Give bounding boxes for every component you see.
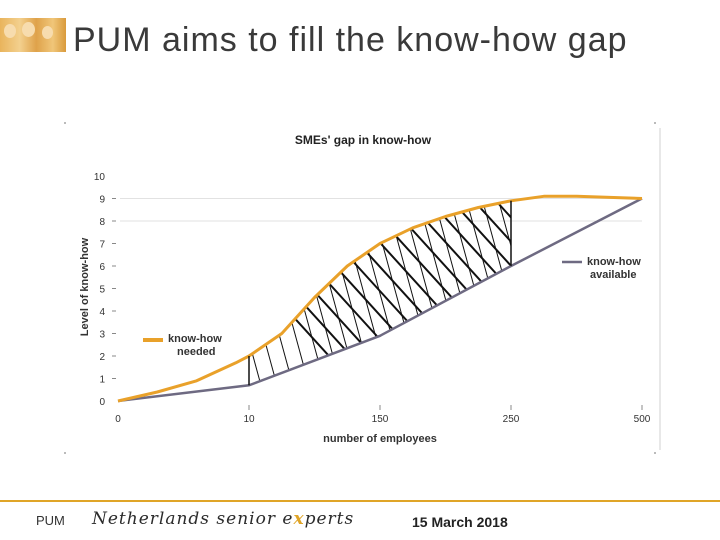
x-axis-label: number of employees <box>323 433 437 445</box>
footer-brand-part1: Netherlands senior e <box>92 509 294 529</box>
gridlines <box>120 198 642 222</box>
series-lines <box>117 194 643 403</box>
y-tick-label: 10 <box>94 172 106 183</box>
hatch-diagonal <box>508 200 511 386</box>
chart-title: SMEs' gap in know-how <box>295 133 432 147</box>
hatch-diagonal <box>492 200 511 386</box>
y-tick-label: 9 <box>99 195 105 206</box>
hatch-diagonal <box>300 200 362 386</box>
series-line-available <box>117 197 643 403</box>
y-tick-label: 0 <box>99 397 105 408</box>
slide-title: PUM aims to fill the know-how gap <box>73 21 628 59</box>
hatch-diagonal <box>380 200 442 386</box>
x-tick-label: 250 <box>503 414 520 425</box>
footer-brand: Netherlands senior experts <box>92 509 354 529</box>
gap-hatching <box>249 180 720 400</box>
hatch-diagonal <box>316 200 378 386</box>
hatch-diagonal <box>364 200 426 386</box>
hatch-cross <box>278 200 480 386</box>
footer-org: PUM <box>36 513 65 528</box>
hatch-diagonal <box>252 200 314 386</box>
hatch-cross <box>388 200 511 386</box>
y-tick-label: 5 <box>99 285 105 296</box>
hatch-cross <box>344 200 511 386</box>
hatch-cross <box>498 200 511 386</box>
legend-label-needed-2: needed <box>177 346 216 358</box>
legend-label-available-2: available <box>590 269 636 281</box>
hatch-cross <box>322 200 511 386</box>
hatch-diagonal <box>396 200 458 386</box>
x-ticks: 0 10 150 250 500 <box>115 405 651 425</box>
footer-date: 15 March 2018 <box>412 514 508 530</box>
x-tick-label: 10 <box>243 414 255 425</box>
hatch-diagonal <box>332 200 394 386</box>
footer-brand-part2: perts <box>304 509 355 529</box>
legend-label-needed-1: know-how <box>168 333 222 345</box>
hatch-lines <box>249 180 720 400</box>
y-axis-label: Level of know-how <box>79 237 91 336</box>
y-tick-label: 3 <box>99 330 105 341</box>
hatch-diagonal <box>249 200 266 386</box>
hatch-cross <box>249 200 370 386</box>
y-ticks: 0 1 2 3 4 5 6 7 8 9 10 <box>94 172 116 408</box>
x-tick-label: 500 <box>634 414 651 425</box>
header-photo <box>0 18 66 52</box>
x-tick-label: 150 <box>372 414 389 425</box>
legend-label-available-1: know-how <box>587 256 641 268</box>
series-line-needed <box>117 194 643 403</box>
hatch-diagonal <box>249 200 250 386</box>
hatch-diagonal <box>249 200 298 386</box>
y-tick-label: 4 <box>99 307 105 318</box>
chart-frame-corners <box>64 122 656 454</box>
hatch-cross <box>521 180 720 400</box>
y-tick-label: 1 <box>99 375 105 386</box>
y-tick-label: 2 <box>99 352 105 363</box>
hatch-cross <box>249 200 436 386</box>
hatch-diagonal <box>525 180 585 400</box>
x-tick-label: 0 <box>115 414 121 425</box>
hatch-cross <box>432 200 511 386</box>
hatch-cross <box>249 200 392 386</box>
y-tick-label: 8 <box>99 217 105 228</box>
gap-markers <box>248 200 512 386</box>
footer-brand-x: x <box>293 509 305 529</box>
y-tick-label: 6 <box>99 262 105 273</box>
hatch-cross <box>249 200 414 386</box>
hatch-cross <box>454 200 511 386</box>
footer-divider <box>0 500 720 502</box>
y-tick-label: 7 <box>99 240 105 251</box>
hatch-cross <box>476 200 511 386</box>
hatch-diagonal <box>460 200 511 386</box>
